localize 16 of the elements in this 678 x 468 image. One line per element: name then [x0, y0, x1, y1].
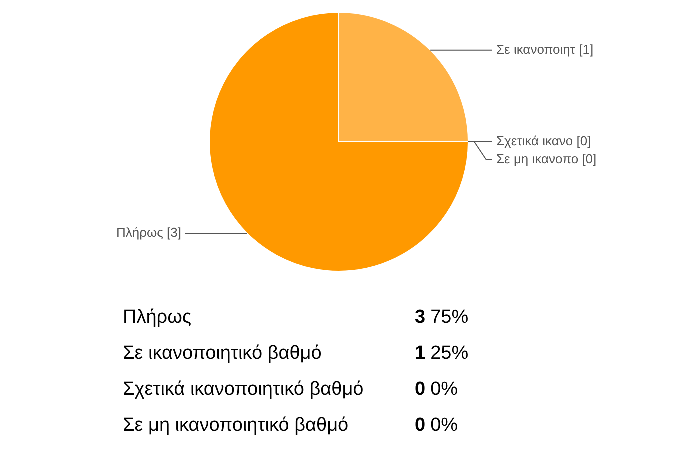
legend-label: Σχετικά ικανο [0]	[496, 134, 592, 149]
text: Σε ικανοποιητικό βαθμό	[123, 343, 323, 365]
text: 25%	[430, 343, 469, 365]
text: 3	[415, 307, 426, 329]
text: Σε μη ικανοποιητικό βαθμό	[123, 415, 350, 437]
text: 0%	[430, 379, 458, 401]
slice-label: Σε ικανοποιητ [1]	[496, 42, 594, 58]
category-label: Πλήρως [3]	[116, 225, 182, 240]
text: 0	[415, 379, 426, 401]
text: 0%	[430, 415, 458, 437]
text: 75%	[430, 307, 469, 329]
legend-label: Σε μη ικανοπο [0]	[496, 152, 597, 167]
text: 1	[415, 343, 426, 365]
text: 0	[415, 415, 426, 437]
slice-label: Πλήρως	[123, 307, 193, 329]
text: Σχετικά ικανοποιητικό βαθμό	[123, 379, 365, 401]
